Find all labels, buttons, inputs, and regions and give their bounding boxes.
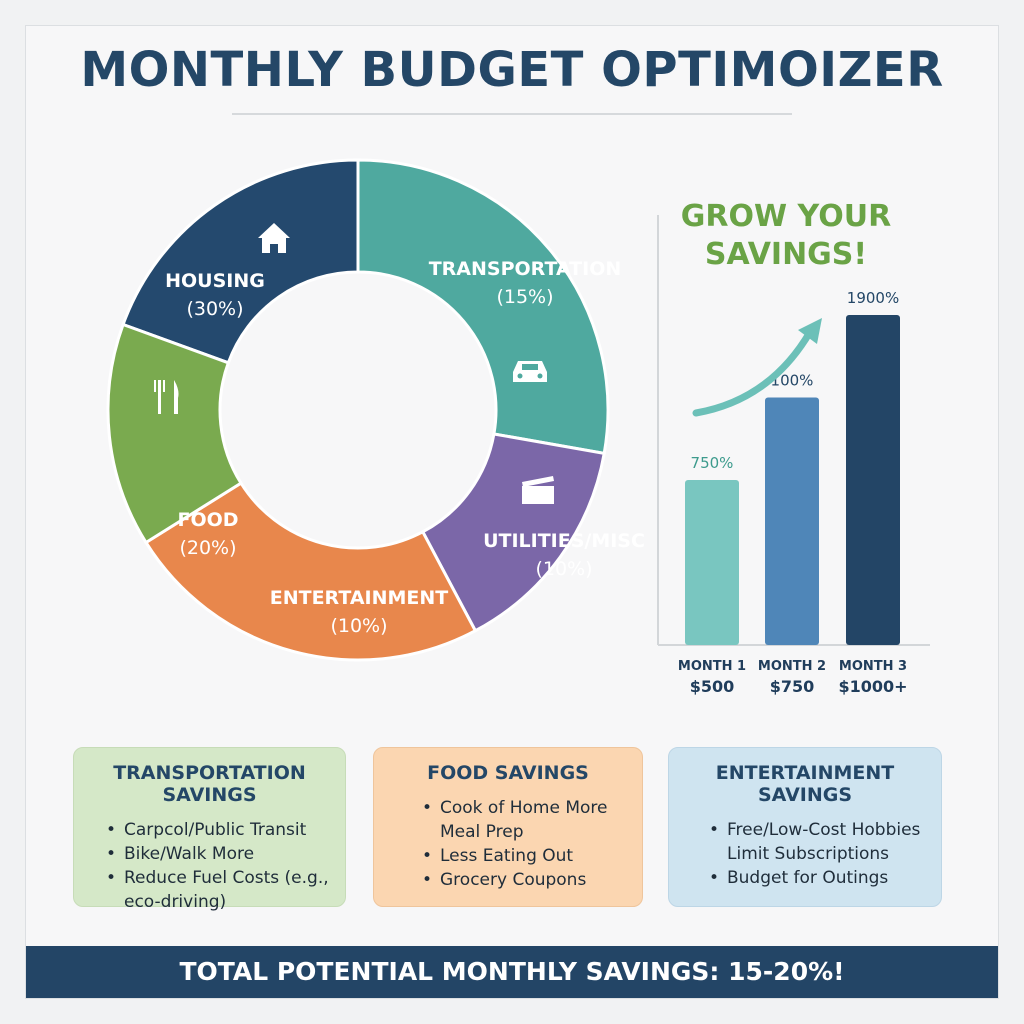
- card-list-item-text: Grocery Coupons: [440, 870, 587, 890]
- card-list-item: • Budget for Outings: [685, 866, 925, 890]
- bar-month-3: [846, 315, 900, 645]
- donut-slice-percent: (30%): [186, 298, 243, 320]
- card-list-item-text: eco-driving): [124, 892, 227, 912]
- card-title: FOOD SAVINGS: [427, 762, 589, 784]
- donut-wedge: [143, 481, 478, 662]
- bullet-icon: •: [106, 844, 117, 864]
- bullet-icon: •: [709, 868, 720, 888]
- card-title: TRANSPORTATION SAVINGS: [113, 762, 306, 806]
- bar-month-1: [685, 480, 739, 645]
- donut-wedge: [106, 322, 244, 545]
- donut-slice-housing: HOUSING (30%): [121, 158, 360, 365]
- donut-slice-percent: (10%): [535, 558, 592, 580]
- bar-value-label: 100%: [771, 372, 814, 390]
- transportation-savings-card: TRANSPORTATION SAVINGS • Carpcol/Public T…: [73, 747, 346, 912]
- donut-slice-percent: (10%): [330, 615, 387, 637]
- card-list-item-text: Free/Low-Cost Hobbies: [727, 820, 921, 840]
- donut-slice-entertainment: ENTERTAINMENT (10%): [143, 481, 478, 662]
- card-list-item: • Bike/Walk More: [90, 842, 329, 866]
- card-list-item: • Free/Low-Cost Hobbies: [685, 818, 925, 842]
- page-title: MONTHLY BUDGET OPTIMOIZER: [80, 42, 944, 98]
- card-list-item-text: Meal Prep: [440, 822, 524, 842]
- bullet-icon: •: [422, 798, 433, 818]
- donut-wedge: [121, 158, 360, 365]
- card-list-item: • Reduce Fuel Costs (e.g.,: [90, 866, 329, 890]
- card-list-item-text: Cook of Home More: [440, 798, 608, 818]
- x-tick-label: MONTH 2: [758, 659, 826, 674]
- bar-value-label: 1900%: [847, 289, 899, 307]
- card-list-item-text: Bike/Walk More: [124, 844, 255, 864]
- x-tick-amount: $750: [770, 677, 815, 696]
- bar-month-2: [765, 397, 819, 645]
- donut-slice-label: UTILITIES/MISC: [483, 530, 645, 552]
- card-title: ENTERTAINMENT SAVINGS: [715, 762, 895, 806]
- savings-chart-title: SAVINGS!: [705, 237, 867, 272]
- card-list-item-text: Budget for Outings: [727, 868, 889, 888]
- donut-slice-label: TRANSPORTATION: [429, 258, 622, 280]
- x-tick-amount: $500: [690, 677, 735, 696]
- x-tick-label: MONTH 1: [678, 659, 746, 674]
- donut-slice-label: FOOD: [177, 509, 238, 531]
- card-list-item-text: Reduce Fuel Costs (e.g.,: [124, 868, 329, 888]
- card-list-item: • Carpcol/Public Transit: [90, 818, 329, 842]
- x-tick-amount: $1000+: [838, 677, 907, 696]
- x-tick-label: MONTH 3: [839, 659, 907, 674]
- donut-slice-food: FOOD (20%): [106, 322, 244, 559]
- house-icon: [258, 223, 290, 253]
- bullet-icon: •: [709, 820, 720, 840]
- bullet-icon: •: [106, 868, 117, 888]
- clapperboard-icon: [522, 476, 554, 504]
- card-list-item-text: Less Eating Out: [440, 846, 574, 866]
- donut-slice-utilities-misc: UTILITIES/MISC (10%): [420, 432, 645, 633]
- trend-arrow-icon: [692, 318, 822, 417]
- card-list-item: Limit Subscriptions: [685, 842, 925, 866]
- bullet-icon: •: [422, 846, 433, 866]
- donut-slice-percent: (15%): [496, 286, 553, 308]
- food-savings-card: FOOD SAVINGS • Cook of Home More Meal Prep…: [373, 747, 643, 907]
- card-list-item: • Less Eating Out: [390, 844, 626, 868]
- budget-donut-chart: HOUSING (30%) TRANSPORTATION (15%) UTILITIES…: [106, 158, 645, 662]
- card-list: • Cook of Home More Meal Prep • Less Eating …: [390, 796, 626, 892]
- card-list-item: • Cook of Home More: [390, 796, 626, 820]
- donut-slice-percent: (20%): [179, 537, 236, 559]
- donut-slice-label: HOUSING: [165, 270, 265, 292]
- card-list-item-text: Carpcol/Public Transit: [124, 820, 307, 840]
- title-divider: [232, 113, 792, 115]
- card-list-item-text: Limit Subscriptions: [727, 844, 890, 864]
- card-list: • Free/Low-Cost Hobbies Limit Subscription…: [685, 818, 925, 890]
- savings-chart-title: GROW YOUR: [681, 199, 891, 234]
- card-list: • Carpcol/Public Transit • Bike/Walk More • R…: [90, 818, 329, 914]
- total-savings-banner: TOTAL POTENTIAL MONTHLY SAVINGS: 15-20%!: [26, 946, 998, 998]
- card-list-item: eco-driving): [90, 890, 329, 914]
- bar-value-label: 750%: [691, 454, 734, 472]
- bullet-icon: •: [106, 820, 117, 840]
- donut-wedge: [420, 432, 606, 633]
- bullet-icon: •: [422, 870, 433, 890]
- card-list-item: Meal Prep: [390, 820, 626, 844]
- fork-knife-icon: [154, 380, 179, 414]
- card-list-item: • Grocery Coupons: [390, 868, 626, 892]
- car-icon: [513, 361, 547, 382]
- donut-slice-label: ENTERTAINMENT: [270, 587, 449, 609]
- entertainment-savings-card: ENTERTAINMENT SAVINGS • Free/Low-Cost Hob…: [668, 747, 942, 907]
